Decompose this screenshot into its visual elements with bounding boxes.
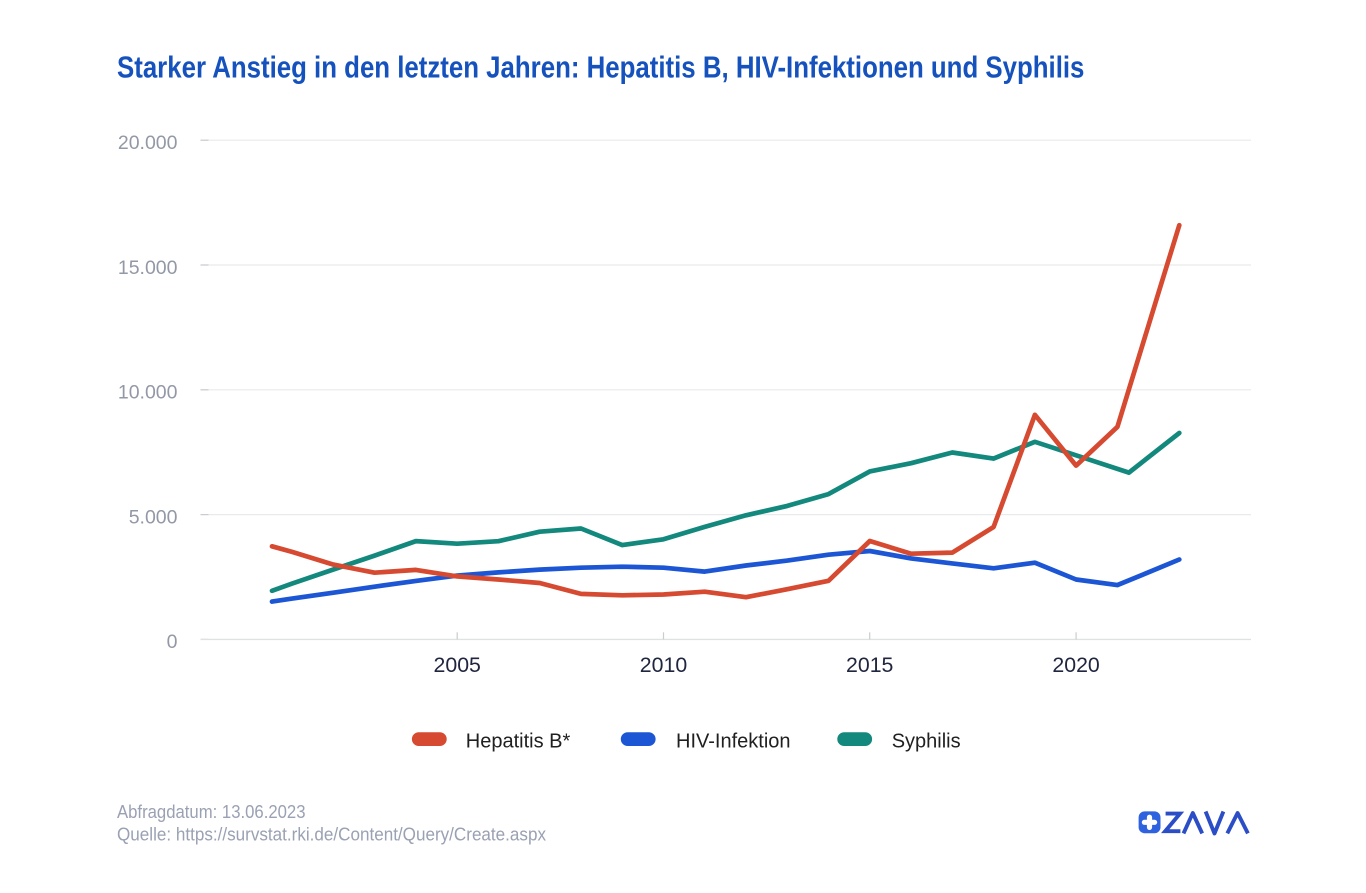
svg-text:2020: 2020 — [1052, 653, 1100, 677]
svg-text:Hepatitis B*: Hepatitis B* — [466, 730, 571, 752]
svg-text:2015: 2015 — [846, 653, 893, 677]
svg-text:2005: 2005 — [434, 653, 481, 677]
svg-text:HIV-Infektion: HIV-Infektion — [676, 730, 791, 752]
svg-text:Syphilis: Syphilis — [892, 730, 961, 752]
svg-text:2010: 2010 — [640, 653, 688, 677]
svg-text:15.000: 15.000 — [118, 257, 178, 279]
svg-text:0: 0 — [167, 631, 178, 653]
svg-text:Starker Anstieg in den letzten: Starker Anstieg in den letzten Jahren: H… — [117, 51, 1084, 85]
svg-text:Quelle: https://survstat.rki.d: Quelle: https://survstat.rki.de/Content/… — [117, 823, 547, 844]
svg-text:20.000: 20.000 — [118, 132, 178, 154]
svg-text:Abfragdatum: 13.06.2023: Abfragdatum: 13.06.2023 — [117, 801, 306, 822]
svg-text:10.000: 10.000 — [118, 382, 178, 404]
svg-text:5.000: 5.000 — [129, 506, 178, 528]
